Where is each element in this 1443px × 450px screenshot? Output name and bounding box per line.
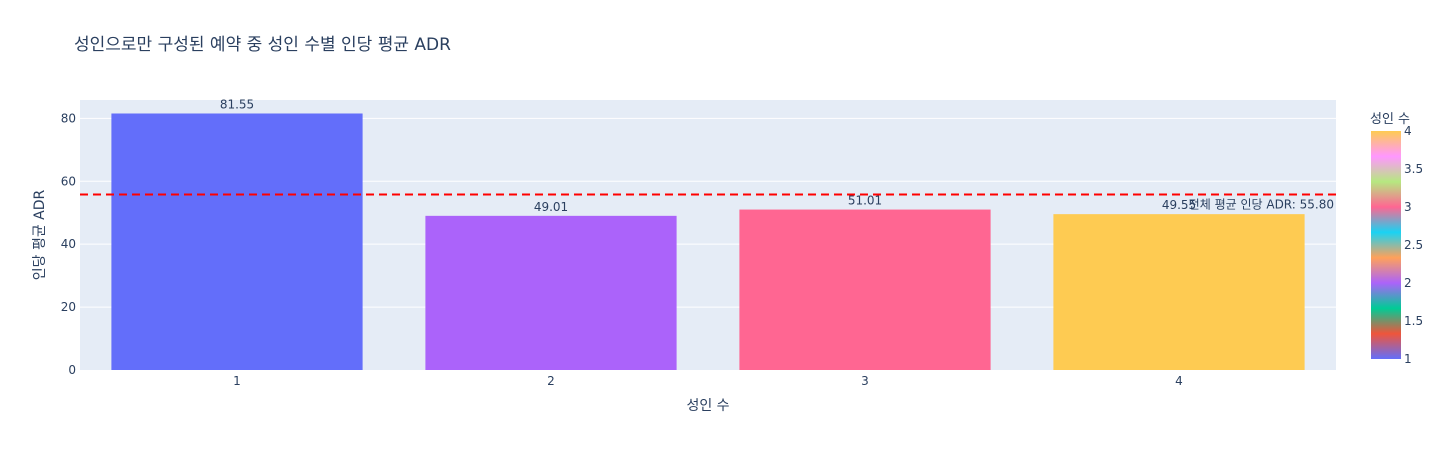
bar-value-label: 49.01 <box>534 200 568 214</box>
colorbar-ticks: 1 1.5 2 2.5 3 3.5 4 <box>1404 124 1423 366</box>
x-axis-ticks: 1 2 3 4 <box>233 374 1183 388</box>
y-tick-label: 60 <box>61 174 76 188</box>
colorbar-tick-label: 2.5 <box>1404 238 1423 252</box>
x-axis-title: 성인 수 <box>686 398 729 414</box>
colorbar <box>1371 131 1401 359</box>
bar-value-label: 81.55 <box>220 97 254 111</box>
y-tick-label: 40 <box>61 237 76 251</box>
colorbar-title: 성인 수 <box>1370 112 1410 127</box>
y-axis-title: 인당 평균 ADR <box>32 189 48 280</box>
reference-line-label: 전체 평균 인당 ADR: 55.80 <box>1189 197 1334 211</box>
colorbar-tick-label: 4 <box>1404 124 1412 138</box>
y-axis-ticks: 0 20 40 60 80 <box>61 111 76 377</box>
colorbar-tick-label: 3.5 <box>1404 162 1423 176</box>
bar-value-label: 51.01 <box>848 194 882 208</box>
colorbar-tick-label: 1 <box>1404 352 1412 366</box>
bar-1 <box>111 113 363 370</box>
colorbar-tick-label: 3 <box>1404 200 1412 214</box>
bar-4 <box>1053 214 1305 370</box>
y-tick-label: 0 <box>68 363 76 377</box>
bars <box>111 113 1305 370</box>
bar-labels: 81.55 49.01 51.01 49.55 <box>220 97 1196 213</box>
chart-title: 성인으로만 구성된 예약 중 성인 수별 인당 평균 ADR <box>74 35 451 55</box>
x-tick-label: 1 <box>233 374 241 388</box>
colorbar-tick-label: 2 <box>1404 276 1412 290</box>
bar-value-label: 49.55 <box>1162 198 1196 212</box>
bar-3 <box>739 209 991 370</box>
x-tick-label: 2 <box>547 374 555 388</box>
colorbar-tick-label: 1.5 <box>1404 314 1423 328</box>
x-tick-label: 3 <box>861 374 869 388</box>
bar-2 <box>425 215 677 370</box>
y-tick-label: 80 <box>61 111 76 125</box>
y-tick-label: 20 <box>61 300 76 314</box>
x-tick-label: 4 <box>1175 374 1183 388</box>
